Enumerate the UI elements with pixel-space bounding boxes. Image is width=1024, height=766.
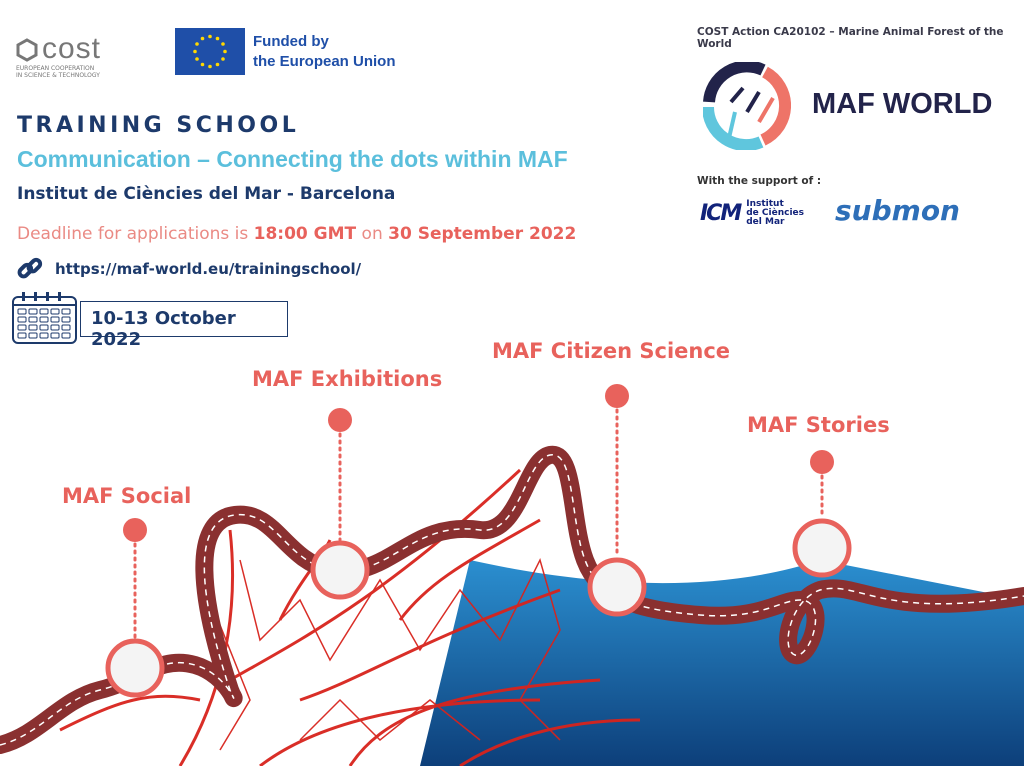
milestone-label-stories: MAF Stories [747, 413, 890, 437]
eu-funding-text: Funded by the European Union [253, 33, 396, 70]
milestone-label-citizen-science: MAF Citizen Science [492, 339, 731, 363]
sea-background [420, 560, 1024, 766]
page-title: TRAINING SCHOOL [17, 113, 300, 138]
deadline-text: Deadline for applications is 18:00 GMT o… [17, 224, 577, 244]
milestone-label-social: MAF Social [62, 484, 192, 508]
cost-logo: cost EUROPEAN COOPERATION IN SCIENCE & TE… [16, 32, 102, 80]
hexagon-icon [16, 38, 38, 62]
icm-logo: ICM Institut de Ciències del Mar [700, 199, 804, 227]
eu-flag [175, 28, 245, 75]
maf-world-wordmark: MAF WORLD [812, 88, 993, 120]
submon-logo: submon [835, 194, 960, 227]
cost-action-title: COST Action CA20102 – Marine Animal Fore… [697, 26, 1004, 50]
training-school-link[interactable]: https://maf-world.eu/trainingschool/ [55, 260, 362, 278]
milestone-circle [105, 638, 165, 698]
milestone-dot [328, 408, 352, 432]
calendar-icon [12, 292, 77, 344]
maf-world-logo [703, 62, 791, 150]
milestone-dot [605, 384, 629, 408]
eu-stars-icon [193, 34, 227, 69]
page-subtitle: Communication – Connecting the dots with… [17, 146, 568, 172]
event-dates: 10-13 October 2022 [80, 301, 288, 350]
link-icon [17, 257, 43, 279]
milestone-circle [792, 518, 852, 578]
milestone-dot [810, 450, 834, 474]
milestone-circle [310, 540, 370, 600]
milestone-dot [123, 518, 147, 542]
url-row[interactable]: https://maf-world.eu/trainingschool/ [17, 256, 361, 282]
milestone-circle [587, 557, 647, 617]
support-label: With the support of : [697, 175, 822, 187]
venue: Institut de Ciències del Mar - Barcelona [17, 184, 396, 204]
milestone-label-exhibitions: MAF Exhibitions [252, 367, 443, 391]
